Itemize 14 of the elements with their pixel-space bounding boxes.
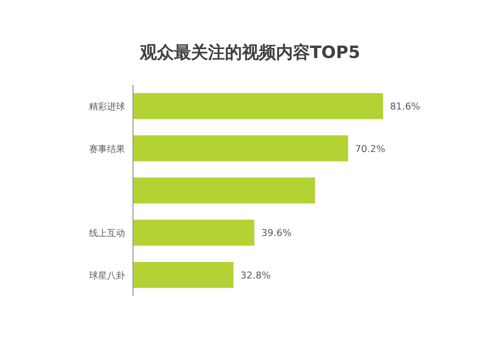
data-label: 70.2% [355, 144, 386, 155]
bar [133, 93, 383, 120]
bar [133, 178, 315, 204]
y-tick-label: 线上互动 [89, 228, 125, 240]
y-tick-label: 球星八卦 [89, 270, 125, 282]
bar [133, 135, 348, 162]
data-label: 39.6% [261, 228, 292, 240]
chart-title: 观众最关注的视频内容TOP5 [138, 43, 360, 63]
data-label: 81.6% [390, 102, 420, 113]
data-label: 32.8% [240, 270, 271, 282]
y-tick-label: 赛事结果 [89, 144, 125, 155]
bar [133, 220, 254, 246]
bar [133, 262, 234, 288]
y-tick-label: 精彩进球 [89, 102, 125, 113]
